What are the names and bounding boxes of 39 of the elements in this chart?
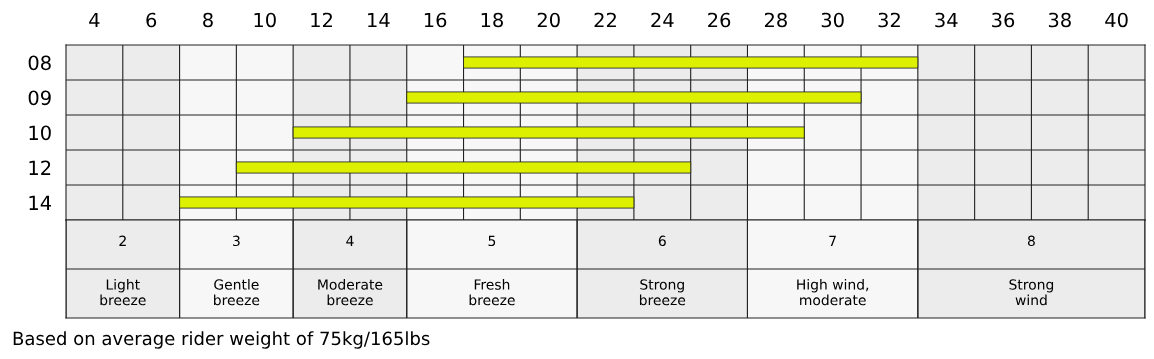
x-tick-label: 30 — [821, 12, 844, 28]
x-tick-label: 4 — [89, 12, 100, 28]
text: Moderate breeze — [318, 279, 383, 306]
band-label: 7 — [829, 235, 836, 246]
x-tick-label: 40 — [1105, 12, 1128, 28]
y-tick-label: 08 — [28, 55, 51, 71]
y-tick-label: 14 — [29, 195, 52, 210]
text: Light breeze — [100, 279, 146, 306]
x-tick-label: 34 — [935, 12, 958, 28]
band-label: 6 — [658, 235, 666, 247]
y-tick-label: 09 — [28, 90, 51, 106]
text: High wind, moderate — [797, 279, 869, 306]
x-tick-label: 16 — [424, 12, 447, 28]
text: Strong breeze — [639, 279, 686, 306]
x-tick-label: 24 — [651, 12, 674, 28]
x-tick-label: 28 — [764, 12, 787, 28]
text: Based on average rider weight of 75kg/165lbs — [13, 331, 430, 349]
x-tick-label: 32 — [878, 12, 900, 28]
band-label: 8 — [1027, 235, 1035, 247]
band-label: 3 — [233, 235, 240, 247]
x-tick-label: 38 — [1048, 12, 1071, 28]
band-label: 2 — [119, 235, 126, 246]
band-label: 5 — [488, 235, 496, 247]
text: Gentle breeze — [214, 279, 260, 306]
y-tick-label: 10 — [29, 125, 51, 141]
x-tick-label: 18 — [481, 12, 503, 28]
x-tick-label: 20 — [537, 12, 560, 28]
text: Fresh breeze — [469, 279, 515, 306]
x-tick-label: 22 — [594, 12, 616, 28]
x-tick-label: 14 — [368, 12, 390, 28]
x-tick-label: 10 — [254, 12, 276, 28]
text: Strong wind — [1009, 279, 1054, 306]
x-tick-label: 6 — [146, 12, 157, 28]
x-tick-label: 26 — [708, 12, 731, 28]
x-tick-label: 8 — [203, 12, 213, 28]
x-tick-label: 12 — [311, 12, 332, 28]
x-tick-label: 36 — [992, 12, 1015, 28]
y-tick-label: 12 — [29, 160, 51, 175]
band-label: 4 — [346, 235, 354, 246]
